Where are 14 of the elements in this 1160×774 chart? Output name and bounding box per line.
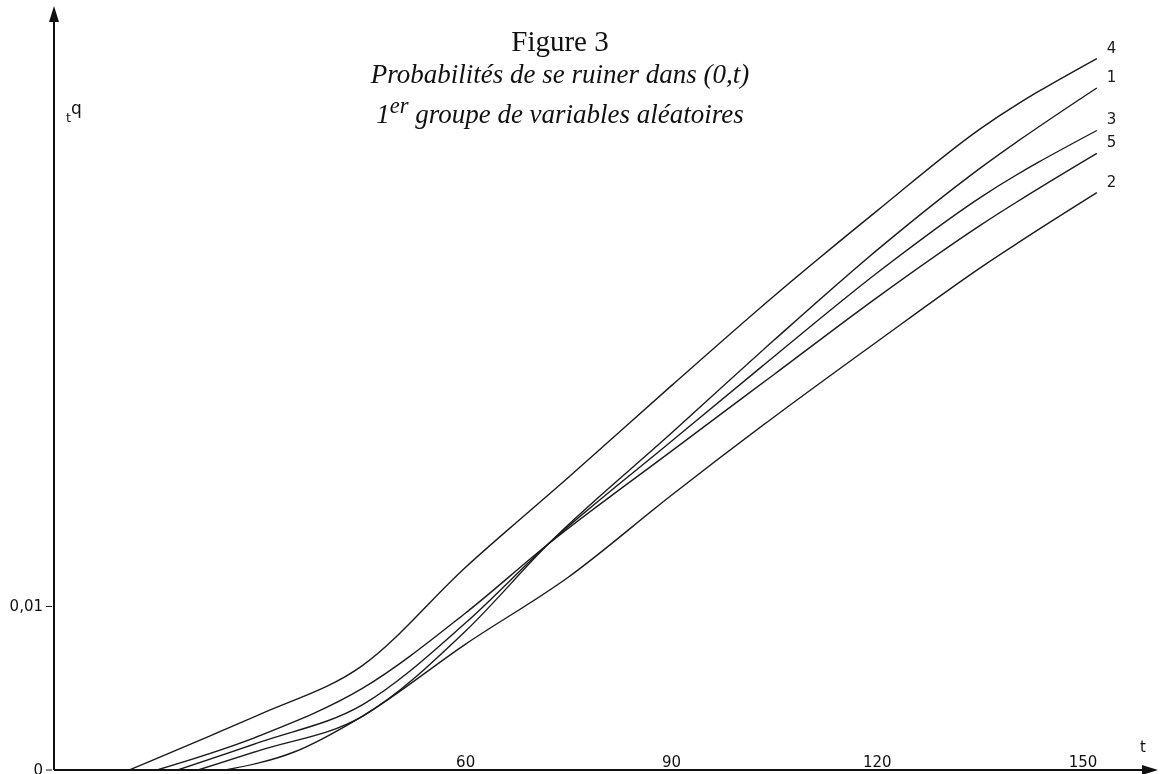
x-tick-label: 60 xyxy=(456,753,476,771)
y-tick-label: 0,01 xyxy=(9,597,43,616)
series-label: 5 xyxy=(1106,133,1117,152)
x-tick-label: 90 xyxy=(661,753,682,771)
x-axis-title: t xyxy=(1140,738,1146,756)
series-label: 4 xyxy=(1106,38,1117,57)
series-label: 3 xyxy=(1106,110,1117,129)
chart-title: Figure 3 xyxy=(510,24,610,58)
series-label: 1 xyxy=(1106,67,1117,86)
x-tick-label: 120 xyxy=(862,753,892,771)
series-label: 2 xyxy=(1106,172,1117,191)
text: Probabilités de se ruiner dans (0,t) 1$^{er}$ groupe de variables aléatoires xyxy=(369,58,751,130)
x-tick-label: 150 xyxy=(1068,753,1098,771)
y-axis-title: $_{t}$q xyxy=(66,98,82,125)
